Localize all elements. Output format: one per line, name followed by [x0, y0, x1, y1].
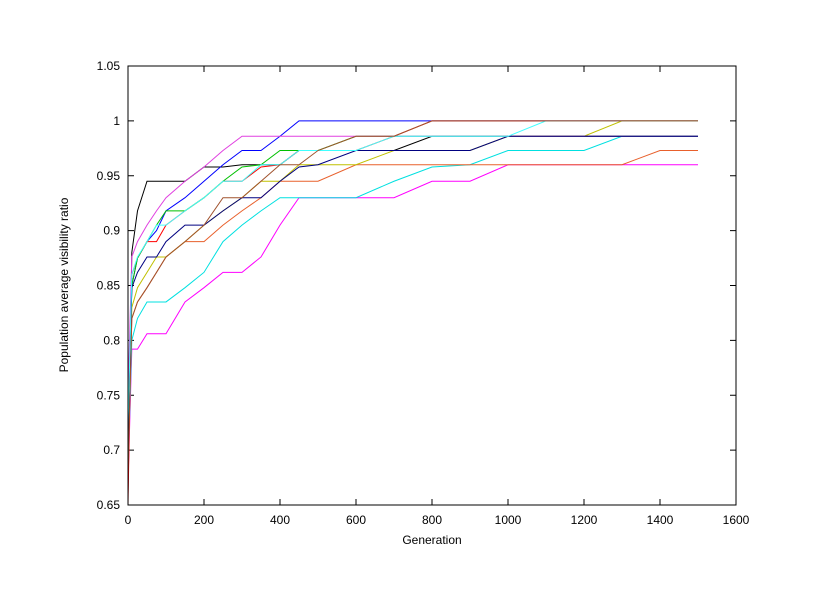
x-axis-label: Generation	[402, 533, 461, 547]
y-tick-label: 0.9	[103, 224, 120, 238]
y-tick-label: 0.95	[97, 169, 121, 183]
y-tick-label: 0.7	[103, 443, 120, 457]
x-tick-label: 800	[422, 513, 442, 527]
x-tick-label: 600	[346, 513, 366, 527]
y-tick-label: 0.8	[103, 333, 120, 347]
series-line	[127, 164, 698, 484]
plot-frame	[127, 65, 737, 506]
series-line	[127, 150, 698, 473]
y-tick-label: 1.05	[97, 59, 121, 73]
y-tick-label: 0.75	[97, 388, 121, 402]
y-tick-label: 1	[113, 114, 120, 128]
series-line	[127, 135, 698, 451]
series-line	[127, 120, 698, 462]
series-line	[127, 120, 698, 473]
x-tick-label: 200	[194, 513, 214, 527]
x-tick-label: 1200	[571, 513, 598, 527]
x-tick-label: 0	[125, 513, 132, 527]
y-tick-label: 0.85	[97, 279, 121, 293]
series-line	[127, 135, 698, 473]
series-line	[127, 135, 698, 451]
x-tick-label: 1000	[495, 513, 522, 527]
x-tick-label: 1600	[723, 513, 750, 527]
series-line	[127, 120, 698, 506]
x-tick-label: 400	[270, 513, 290, 527]
x-tick-label: 1400	[647, 513, 674, 527]
y-axis-label: Population average visibility ratio	[57, 197, 71, 372]
series-line	[127, 120, 698, 451]
y-tick-label: 0.65	[97, 498, 121, 512]
series-line	[127, 135, 698, 396]
